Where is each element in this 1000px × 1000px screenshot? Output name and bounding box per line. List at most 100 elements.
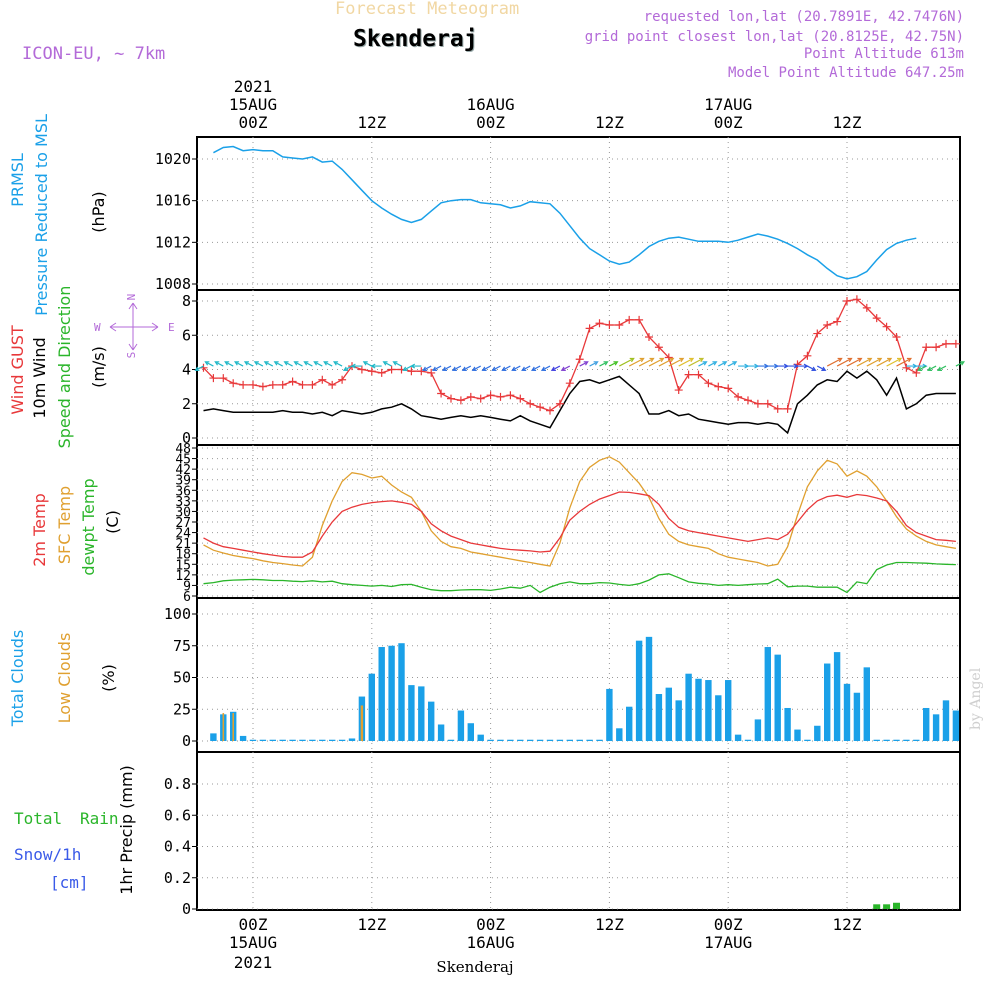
gust-marker	[823, 320, 832, 329]
total-clouds-bar	[368, 673, 375, 741]
gust-marker	[872, 314, 881, 323]
gust-marker	[674, 386, 683, 395]
wind-direction-arrow	[846, 357, 863, 367]
y-tick-label: 2	[182, 395, 191, 413]
total-clouds-bar	[348, 738, 356, 741]
gust-marker	[615, 320, 624, 329]
gust-marker	[466, 392, 475, 401]
gust-marker	[932, 343, 941, 352]
model-name: ICON-EU, ~ 7km	[22, 44, 166, 64]
y-tick-label: 15	[175, 558, 191, 573]
gust-marker	[278, 380, 287, 389]
wind-direction-arrow	[214, 361, 224, 367]
gust-marker	[546, 406, 554, 415]
wind-direction-arrow	[332, 361, 343, 367]
low-clouds-axis-label: Low Clouds	[55, 633, 74, 724]
total-clouds-bar	[873, 739, 880, 741]
wind-direction-arrow	[323, 361, 333, 367]
total-clouds-bar	[289, 739, 296, 741]
total-clouds-bar	[576, 739, 583, 741]
gust-marker	[328, 380, 337, 389]
wind-direction-arrow	[678, 357, 695, 367]
total-clouds-bar	[675, 700, 682, 741]
total-clouds-bar	[705, 680, 712, 741]
gust-marker	[704, 379, 713, 388]
y-tick-label: 21	[175, 537, 191, 552]
gust-marker	[526, 399, 535, 408]
y-tick-label: 0.4	[164, 838, 191, 856]
total-clouds-bar	[725, 680, 732, 741]
wind-direction-arrow	[410, 363, 422, 369]
wind-direction-arrow	[866, 357, 883, 367]
total-clouds-bar	[329, 739, 336, 741]
total-clouds-bar	[932, 714, 940, 741]
panel-frame-pressure	[196, 136, 961, 291]
wind-direction-arrow	[688, 357, 705, 367]
wind-direction-arrow	[826, 357, 843, 367]
wind-direction-arrow	[917, 365, 927, 371]
total-clouds-bar	[715, 695, 722, 741]
gust-marker	[625, 315, 634, 324]
total-clouds-bar	[824, 663, 831, 741]
wind-direction-arrow	[392, 361, 402, 367]
panel-frame-temperature	[196, 444, 961, 599]
gust-marker	[229, 379, 238, 388]
time-tick-label-bottom: 12Z	[595, 915, 624, 934]
wind-direction-arrow	[194, 365, 204, 371]
gust-marker	[407, 367, 416, 376]
wind-direction-arrow	[362, 361, 373, 367]
wind-direction-arrow	[560, 365, 571, 371]
time-tick-label-top: 12Z	[595, 113, 624, 132]
dewpt-line	[203, 561, 956, 594]
gust-marker	[892, 332, 901, 341]
gust-marker	[585, 324, 594, 333]
total-clouds-bar	[319, 739, 326, 741]
total-clouds-bar	[249, 739, 257, 741]
gust-marker	[783, 404, 792, 413]
total-clouds-bar	[794, 729, 801, 741]
total-clouds-bar	[606, 688, 613, 741]
total-clouds-bar	[467, 723, 474, 741]
wind-direction-arrow	[926, 365, 937, 371]
wind-direction-arrow	[204, 361, 214, 367]
gust-marker	[536, 403, 545, 412]
wind-direction-arrow	[936, 365, 947, 371]
panel-frame-precip	[196, 751, 961, 911]
wind-direction-arrow	[441, 365, 452, 371]
wind-direction-arrow	[876, 357, 893, 367]
y-tick-label: 18	[175, 548, 191, 563]
total-clouds-bar	[269, 739, 276, 741]
gust-marker	[744, 396, 752, 405]
gust-marker	[456, 396, 465, 405]
wind-direction-arrow	[382, 361, 392, 367]
total-clouds-bar	[685, 673, 692, 741]
wind-direction-arrow	[293, 361, 303, 367]
snow-label: Snow/1h	[14, 845, 81, 864]
y-tick-label: 36	[175, 484, 191, 499]
gust-marker	[813, 329, 822, 338]
gust-marker	[645, 332, 653, 341]
model-point-altitude: Model Point Altitude 647.25m	[727, 65, 964, 81]
y-tick-label: 1008	[155, 275, 191, 293]
gust-marker	[496, 392, 505, 401]
gust-marker	[753, 399, 762, 408]
y-tick-label: 27	[175, 516, 191, 531]
total-clouds-bar	[536, 739, 544, 741]
y-tick-label: 75	[173, 637, 191, 655]
y-tick-label: 1020	[155, 150, 191, 168]
y-tick-label: 0.2	[164, 869, 191, 887]
gust-marker	[942, 339, 950, 348]
direction-axis-label: Speed and Direction	[55, 286, 74, 449]
total-clouds-bar	[556, 739, 564, 741]
gust-marker	[951, 339, 960, 348]
gust-marker	[852, 295, 861, 304]
total-clouds-bar	[507, 739, 514, 741]
y-tick-label: 30	[175, 505, 191, 520]
wind-direction-arrow	[628, 357, 645, 367]
wind-direction-arrow	[273, 361, 283, 367]
wind-direction-arrow	[698, 361, 708, 367]
time-tick-label-bottom: 00Z	[714, 915, 743, 934]
gust-marker	[486, 391, 495, 400]
sfc-temp-line	[203, 456, 957, 567]
gust-marker	[308, 380, 317, 389]
